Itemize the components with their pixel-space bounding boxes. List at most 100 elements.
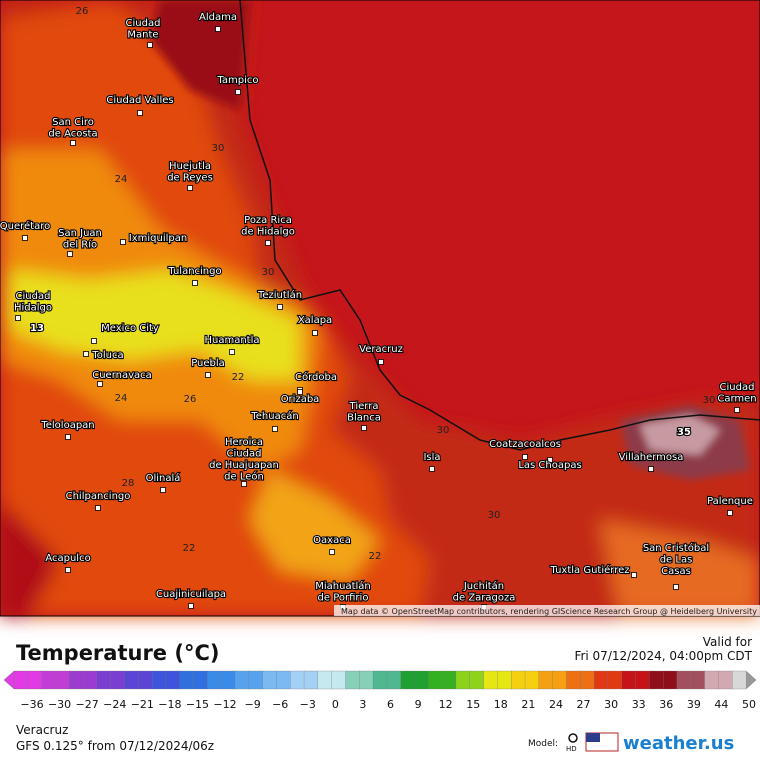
city-dot — [312, 330, 318, 336]
color-cell — [386, 670, 402, 690]
city-label: del Río — [63, 239, 97, 251]
city-label: Ciudad Valles — [106, 95, 173, 106]
map — [0, 0, 760, 617]
color-cell — [718, 670, 733, 690]
city-dot — [329, 549, 335, 555]
city-label: San Cristóbal — [643, 542, 709, 554]
city-label: Huejutla — [169, 161, 211, 172]
city-dot — [67, 251, 73, 257]
color-cell — [607, 670, 623, 690]
color-cell — [497, 670, 512, 690]
city-label: Ciudad — [227, 449, 262, 460]
color-cell — [621, 670, 636, 690]
city-label: de Reyes — [167, 173, 213, 184]
city-label: Teloloapan — [40, 420, 94, 431]
city-label: Casas — [661, 566, 691, 577]
tick-label: 30 — [604, 698, 618, 711]
color-cell — [290, 670, 305, 690]
color-cell — [566, 670, 581, 690]
city-label: Carmen — [717, 394, 756, 405]
attribution-bg — [334, 605, 760, 616]
tick-label: −15 — [186, 698, 209, 711]
contour-label: 22 — [183, 543, 196, 554]
color-cell — [151, 670, 167, 690]
city-label: de Acosta — [48, 129, 97, 140]
color-cell — [359, 670, 374, 690]
color-cell — [649, 670, 664, 690]
valid-label: Valid for — [703, 635, 752, 649]
color-cell — [303, 670, 319, 690]
tick-label: 15 — [466, 698, 480, 711]
color-cell — [13, 670, 29, 690]
city-label: Mexico City — [101, 323, 159, 334]
city-dot — [297, 389, 303, 395]
brand[interactable]: weather.us — [623, 733, 734, 754]
color-cell — [82, 670, 98, 690]
valid-time: Fri 07/12/2024, 04:00pm CDT — [574, 649, 752, 663]
city-label: de Huajuapan — [209, 460, 279, 471]
city-dot — [241, 481, 247, 487]
color-cell — [676, 670, 692, 690]
city-label: Ciudad — [16, 291, 51, 302]
city-label: Tuxtla Gutiérrez — [549, 564, 629, 576]
color-cell — [138, 670, 153, 690]
color-cell — [179, 670, 194, 690]
color-cell — [469, 670, 485, 690]
contour-label: 22 — [369, 551, 382, 562]
contour-label: 24 — [115, 174, 128, 185]
city-label: Toluca — [91, 350, 123, 361]
city-dot — [192, 280, 198, 286]
city-label: San Ciro — [52, 117, 94, 128]
tick-label: 33 — [632, 698, 646, 711]
color-cell — [207, 670, 222, 690]
city-label: Ciudad — [720, 382, 755, 393]
tick-label: −3 — [300, 698, 316, 711]
footer: Veracruz GFS 0.125° from 07/12/2024/06z … — [16, 723, 734, 754]
city-label: Oaxaca — [313, 535, 351, 546]
city-label: Ciudad — [126, 18, 161, 29]
tick-label: −21 — [131, 698, 154, 711]
tick-label: 3 — [359, 698, 366, 711]
city-label: Córdoba — [295, 371, 337, 383]
contour-label: 30 — [262, 267, 275, 278]
color-cell — [124, 670, 139, 690]
city-dot — [429, 466, 435, 472]
city-label: Hidalgo — [14, 303, 52, 314]
city-dot — [229, 349, 235, 355]
color-cell — [704, 670, 719, 690]
color-cell — [317, 670, 333, 690]
city-label: Miahuatlán — [315, 580, 371, 592]
attribution: Map data © OpenStreetMap contributors, r… — [341, 607, 757, 616]
tick-label: −9 — [245, 698, 261, 711]
color-cell — [165, 670, 181, 690]
tick-label: −30 — [48, 698, 71, 711]
city-label: Xalapa — [298, 315, 332, 326]
color-cell — [455, 670, 471, 690]
city-label: Ixmiquilpan — [129, 233, 187, 244]
city-label: Isla — [423, 452, 440, 463]
city-dot — [547, 457, 553, 463]
city-dot — [70, 140, 76, 146]
city-label: Tulancingo — [167, 266, 221, 277]
city-label: de Las — [660, 555, 693, 566]
city-dot — [22, 235, 28, 241]
min-label: 13 — [30, 323, 44, 334]
city-label: Teziutlán — [257, 289, 302, 301]
color-cell — [69, 670, 84, 690]
city-label: Cuajinicuilapa — [156, 589, 226, 600]
max-label: 35 — [677, 427, 691, 438]
city-dot — [83, 351, 89, 357]
tick-label: 21 — [521, 698, 535, 711]
hd-label: HD — [566, 745, 577, 753]
tick-label: −6 — [272, 698, 288, 711]
color-cell — [732, 670, 747, 690]
legend-title: Temperature (°C) — [16, 641, 219, 665]
city-dot — [137, 110, 143, 116]
color-cell — [635, 670, 650, 690]
city-label: Tehuacán — [250, 410, 298, 422]
city-label: Aldama — [199, 12, 237, 23]
city-label: Orizaba — [281, 394, 320, 405]
city-label: Chilpancingo — [66, 491, 131, 502]
city-label: Coatzacoalcos — [489, 439, 561, 450]
city-label: Heroica — [225, 437, 263, 448]
